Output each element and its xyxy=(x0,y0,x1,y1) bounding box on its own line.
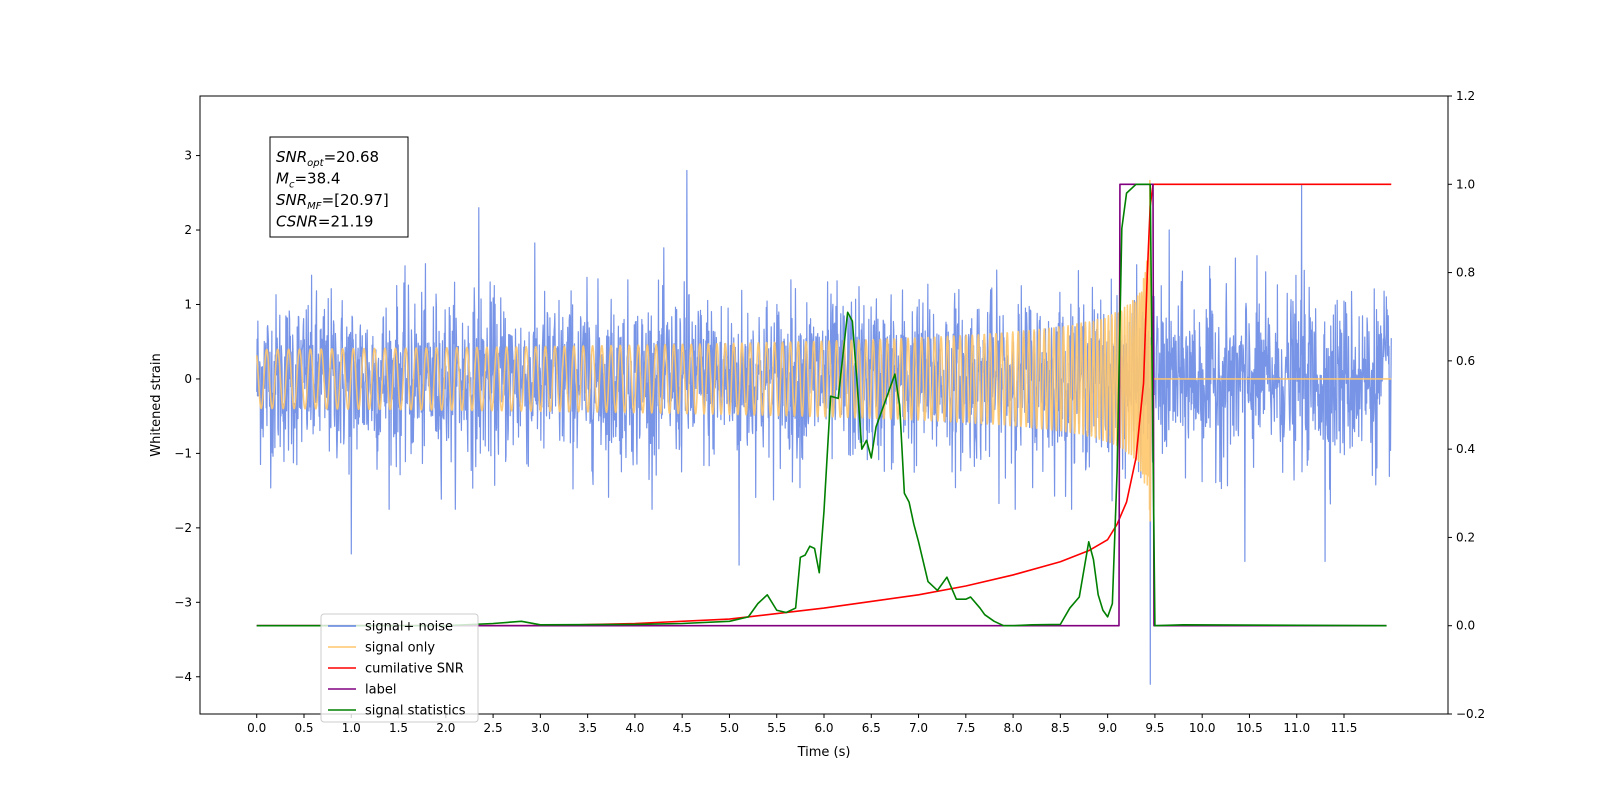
x-tick-label: 7.5 xyxy=(956,721,975,735)
y-left-tick-label: −4 xyxy=(174,670,192,684)
legend-label: signal only xyxy=(365,641,435,656)
x-tick-label: 1.5 xyxy=(389,721,408,735)
x-tick-label: 4.5 xyxy=(673,721,692,735)
y-left-tick-label: −3 xyxy=(174,595,192,609)
series-layer xyxy=(255,169,1392,685)
legend-label: cumilative SNR xyxy=(365,662,464,677)
series-line-0 xyxy=(256,169,1392,685)
legend-label: signal+ noise xyxy=(365,620,453,635)
y-left-tick-label: −1 xyxy=(174,446,192,460)
y-left-tick-label: −2 xyxy=(174,521,192,535)
series-line-4 xyxy=(256,183,1387,627)
x-tick-label: 2.5 xyxy=(484,721,503,735)
snr-annotation-box: SNRopt=20.68Mc=38.4SNRMF=[20.97]CSNR=21.… xyxy=(269,136,409,238)
legend-label: signal statistics xyxy=(365,704,466,719)
x-tick-label: 6.5 xyxy=(862,721,881,735)
annotation-line: SNRopt=20.68 xyxy=(276,148,379,169)
x-tick-label: 2.0 xyxy=(436,721,455,735)
y-right-tick-label: 0.4 xyxy=(1456,442,1475,456)
x-tick-label: 1.0 xyxy=(342,721,361,735)
x-tick-label: 0.5 xyxy=(294,721,313,735)
annotation-value: =38.4 xyxy=(294,170,340,188)
y-left-axis: −4 −3 −2 −1 0 1 2 3 xyxy=(174,149,200,684)
y-right-tick-label: 0.8 xyxy=(1456,266,1475,280)
y-left-tick-label: 3 xyxy=(184,149,192,163)
x-tick-label: 7.0 xyxy=(909,721,928,735)
y-axis-label: Whitened strain xyxy=(149,353,164,456)
annotation-subscript: MF xyxy=(307,201,322,212)
x-tick-label: 4.0 xyxy=(625,721,644,735)
x-tick-label: 5.5 xyxy=(767,721,786,735)
legend: signal+ noise signal only cumilative SNR la… xyxy=(320,613,479,723)
x-tick-label: 8.5 xyxy=(1051,721,1070,735)
annotation-line: Mc=38.4 xyxy=(276,170,340,191)
x-tick-label: 6.0 xyxy=(814,721,833,735)
x-tick-label: 3.0 xyxy=(531,721,550,735)
x-tick-label: 0.0 xyxy=(247,721,266,735)
y-right-axis: −0.2 0.0 0.2 0.4 0.6 0.8 1.0 1.2 xyxy=(1448,89,1485,721)
annotation-subscript: opt xyxy=(307,158,324,169)
legend-label: label xyxy=(365,683,396,698)
x-tick-label: 8.0 xyxy=(1004,721,1023,735)
x-tick-label: 11.0 xyxy=(1283,721,1310,735)
series-line-1 xyxy=(255,179,1392,522)
annotation-value: =[20.97] xyxy=(322,191,389,209)
annotation-value: =21.19 xyxy=(318,213,374,231)
legend-frame xyxy=(320,613,479,723)
annotation-value: =20.68 xyxy=(324,148,380,166)
x-tick-label: 11.5 xyxy=(1331,721,1358,735)
x-tick-label: 9.5 xyxy=(1145,721,1164,735)
annotation-symbol: SNR xyxy=(276,191,307,209)
x-tick-label: 10.0 xyxy=(1189,721,1216,735)
x-tick-label: 5.0 xyxy=(720,721,739,735)
x-tick-label: 3.5 xyxy=(578,721,597,735)
y-right-tick-label: 1.2 xyxy=(1456,89,1475,103)
y-right-tick-label: −0.2 xyxy=(1456,707,1485,721)
annotation-symbol: CSNR xyxy=(276,213,318,231)
y-right-tick-label: 0.6 xyxy=(1456,354,1475,368)
x-tick-label: 10.5 xyxy=(1236,721,1263,735)
x-axis-label: Time (s) xyxy=(797,745,851,760)
y-left-tick-label: 0 xyxy=(184,372,192,386)
y-right-tick-label: 0.0 xyxy=(1456,619,1475,633)
annotation-symbol: M xyxy=(276,170,289,188)
annotation-frame xyxy=(269,136,409,238)
annotation-subscript: c xyxy=(289,180,295,191)
annotation-line: SNRMF=[20.97] xyxy=(276,191,389,212)
annotation-line: CSNR=21.19 xyxy=(276,213,373,231)
y-left-tick-label: 1 xyxy=(184,297,192,311)
x-tick-label: 9.0 xyxy=(1098,721,1117,735)
annotation-symbol: SNR xyxy=(276,148,307,166)
y-right-tick-label: 0.2 xyxy=(1456,530,1475,544)
x-axis: 0.0 0.5 1.0 1.5 2.0 2.5 3.0 3.5 4.0 4.5 5.0 5.5 6.0 6… xyxy=(247,714,1357,735)
y-left-tick-label: 2 xyxy=(184,223,192,237)
y-right-tick-label: 1.0 xyxy=(1456,177,1475,191)
